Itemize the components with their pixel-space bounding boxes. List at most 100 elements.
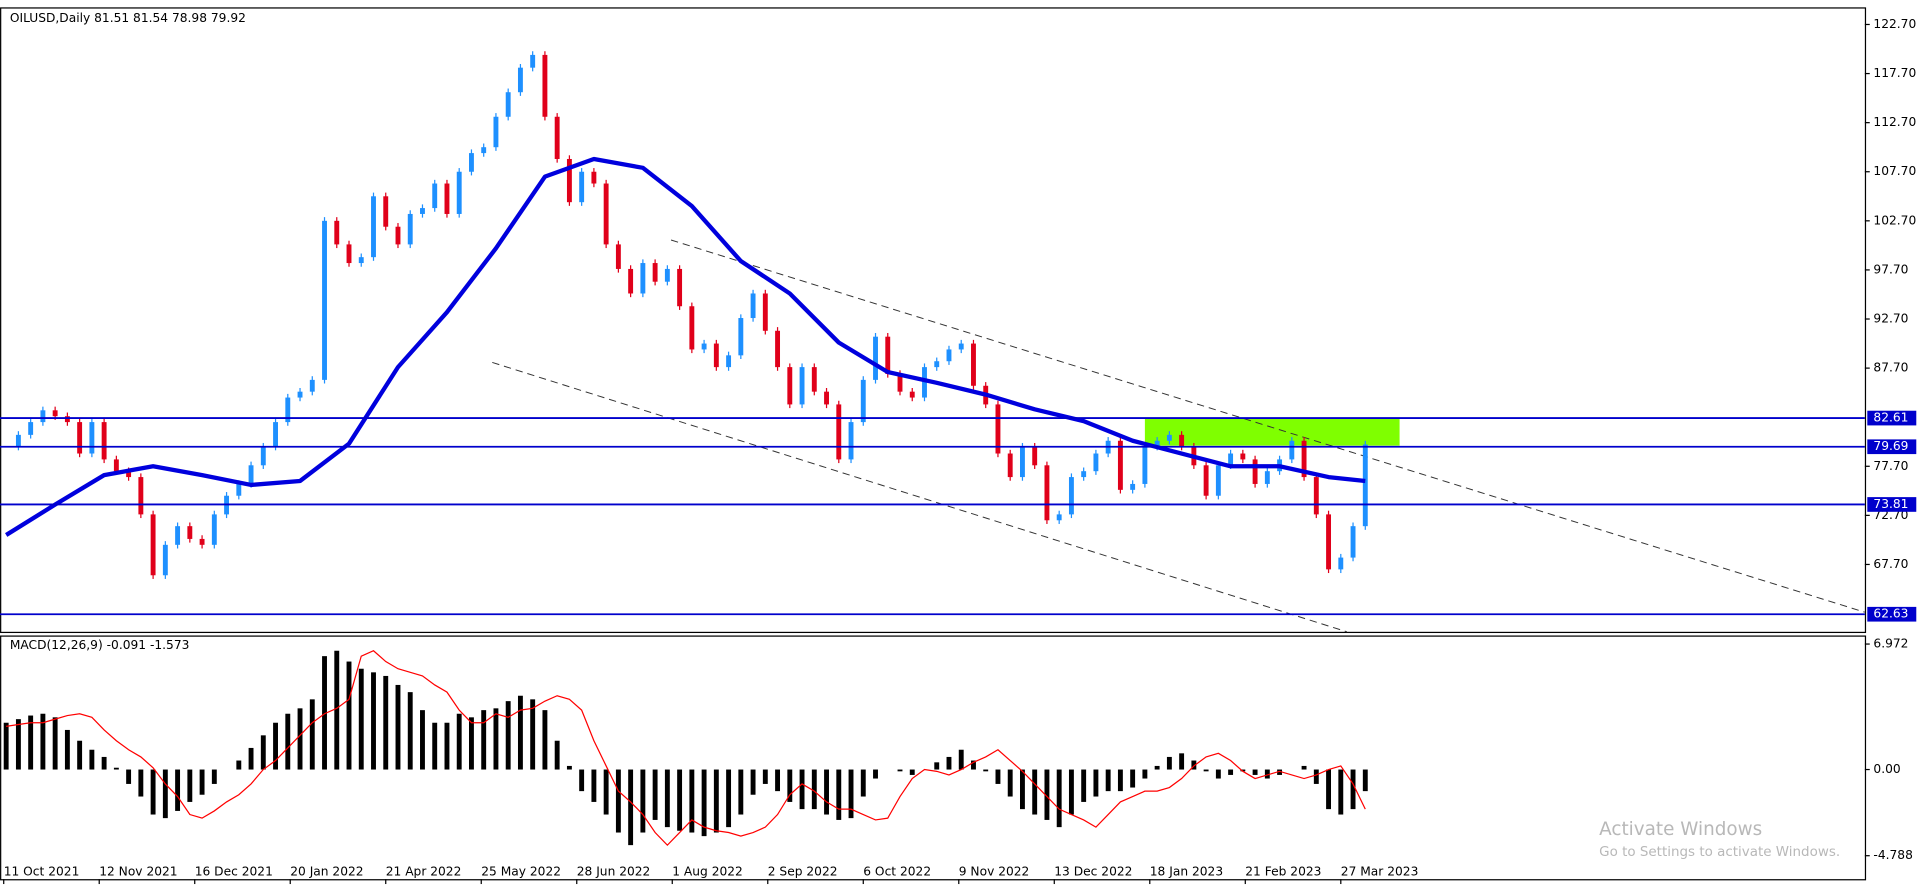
candle-body bbox=[1264, 471, 1270, 484]
candle-body bbox=[958, 343, 964, 350]
macd-bar bbox=[873, 769, 878, 779]
macd-bar bbox=[77, 740, 83, 770]
macd-bar bbox=[946, 756, 952, 770]
macd-bar bbox=[1154, 765, 1160, 770]
macd-bar bbox=[517, 695, 523, 770]
y-tick-label: 97.70 bbox=[1873, 262, 1908, 276]
macd-bar bbox=[615, 769, 621, 833]
candle-body bbox=[297, 391, 303, 398]
x-tick-label: 16 Dec 2021 bbox=[195, 864, 273, 878]
candle-body bbox=[762, 293, 768, 331]
macd-bar bbox=[162, 769, 168, 819]
candle-body bbox=[371, 196, 376, 258]
macd-bar bbox=[248, 747, 254, 770]
macd-bar bbox=[726, 769, 732, 828]
level-label-box bbox=[1867, 439, 1917, 455]
macd-bar bbox=[309, 699, 315, 770]
macd-bar bbox=[1142, 769, 1148, 779]
candle-body bbox=[469, 153, 474, 172]
candle-body bbox=[946, 349, 952, 362]
macd-title: MACD(12,26,9) -0.091 -1.573 bbox=[10, 638, 190, 652]
candle-body bbox=[726, 355, 732, 368]
candle-body bbox=[1313, 477, 1319, 515]
candle-body bbox=[566, 158, 572, 203]
candle-body bbox=[640, 263, 646, 294]
candle-body bbox=[542, 54, 548, 117]
macd-bar bbox=[603, 769, 609, 815]
macd-bar bbox=[689, 769, 695, 833]
macd-bar bbox=[1056, 769, 1062, 828]
candle-body bbox=[787, 367, 793, 405]
candle-body bbox=[909, 391, 915, 398]
macd-bar bbox=[579, 769, 585, 792]
candle-body bbox=[89, 422, 95, 454]
macd-bar bbox=[762, 769, 768, 784]
candle-body bbox=[971, 343, 976, 386]
y-tick-label: 77.70 bbox=[1873, 459, 1908, 473]
y-tick-label: -4.788 bbox=[1873, 848, 1912, 862]
x-tick-label: 9 Nov 2022 bbox=[959, 864, 1030, 878]
macd-bar bbox=[983, 769, 989, 772]
macd-bar bbox=[211, 769, 217, 784]
candle-body bbox=[1019, 446, 1025, 478]
macd-bar bbox=[1313, 769, 1319, 784]
candle-body bbox=[873, 336, 878, 380]
candle-body bbox=[346, 244, 352, 264]
candle-body bbox=[1007, 453, 1013, 478]
macd-bar bbox=[995, 769, 1001, 784]
macd-bar bbox=[1093, 769, 1099, 797]
y-tick-label: 107.70 bbox=[1873, 164, 1916, 178]
x-tick-label: 1 Aug 2022 bbox=[672, 864, 743, 878]
macd-bar bbox=[150, 769, 156, 815]
macd-bar bbox=[1044, 769, 1050, 820]
candle-body bbox=[689, 306, 695, 350]
macd-bar bbox=[236, 760, 242, 770]
macd-bar bbox=[971, 760, 976, 770]
macd-bar bbox=[1068, 769, 1074, 815]
x-tick-label: 25 May 2022 bbox=[481, 864, 561, 878]
macd-bar bbox=[40, 713, 46, 770]
macd-bar bbox=[836, 769, 842, 820]
macd-bar bbox=[1362, 769, 1368, 792]
macd-bar bbox=[1203, 769, 1209, 772]
candle-body bbox=[1154, 440, 1160, 447]
candle-body bbox=[885, 336, 891, 374]
macd-bar bbox=[15, 719, 21, 770]
candle-body bbox=[444, 183, 450, 214]
candle-body bbox=[481, 147, 487, 154]
macd-bar bbox=[1240, 769, 1246, 772]
candle-body bbox=[1044, 465, 1050, 521]
macd-bar bbox=[848, 769, 854, 819]
candle-body bbox=[1142, 446, 1148, 484]
macd-bar bbox=[1264, 769, 1270, 779]
candle-body bbox=[150, 514, 156, 576]
macd-bar bbox=[1228, 769, 1234, 775]
candle-body bbox=[615, 244, 621, 269]
candle-body bbox=[126, 471, 132, 478]
macd-bar bbox=[444, 722, 450, 770]
x-tick-label: 13 Dec 2022 bbox=[1054, 864, 1132, 878]
candle-body bbox=[1215, 465, 1221, 496]
x-tick-label: 12 Nov 2021 bbox=[99, 864, 177, 878]
macd-bar bbox=[934, 762, 940, 770]
macd-bar bbox=[652, 769, 658, 820]
candle-body bbox=[897, 373, 903, 392]
macd-bar bbox=[260, 735, 266, 770]
candle-body bbox=[383, 196, 389, 227]
chart-header: OILUSD,Daily 81.51 81.54 78.98 79.92 bbox=[10, 11, 246, 25]
x-tick-label: 20 Jan 2022 bbox=[290, 864, 363, 878]
candle-body bbox=[236, 483, 242, 496]
macd-bar bbox=[1032, 769, 1038, 815]
macd-bar bbox=[958, 749, 964, 770]
y-tick-label: 87.70 bbox=[1873, 361, 1908, 375]
macd-bar bbox=[89, 749, 95, 770]
macd-bar bbox=[138, 769, 144, 797]
candle-body bbox=[64, 416, 70, 423]
macd-bar bbox=[383, 675, 389, 770]
candle-body bbox=[285, 397, 291, 423]
macd-bar bbox=[1191, 760, 1197, 770]
macd-bar bbox=[664, 769, 670, 828]
macd-bar bbox=[1130, 769, 1136, 788]
watermark-subtitle: Go to Settings to activate Windows. bbox=[1599, 845, 1840, 860]
